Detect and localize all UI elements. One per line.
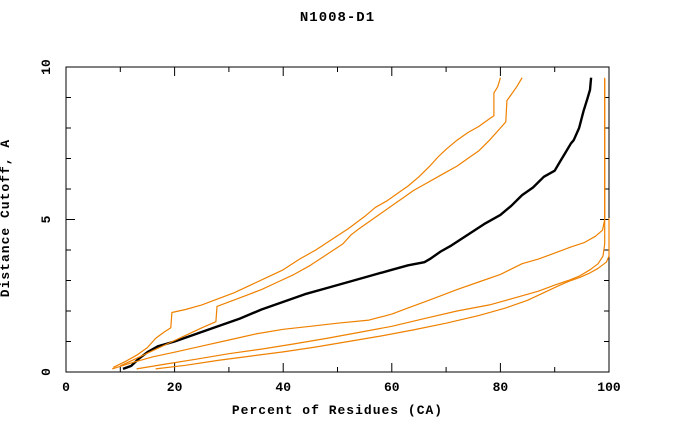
chart-title: N1008-D1 [299, 10, 376, 26]
y-tick-label: 10 [39, 59, 54, 75]
curve-highlighted-model-black [122, 77, 593, 371]
curve-model-orange-low-2 [155, 218, 610, 370]
x-axis-label: Percent of Residues (CA) [231, 403, 444, 418]
y-axis-label: Distance Cutoff, A [0, 139, 13, 298]
curve-model-orange-steep-2 [120, 77, 523, 367]
x-tick-label: 60 [384, 380, 400, 395]
x-tick-label: 0 [62, 380, 70, 395]
curve-model-orange-middle [112, 77, 606, 370]
x-tick-label: 80 [493, 380, 509, 395]
x-tick-label: 20 [167, 380, 183, 395]
x-tick-label: 40 [275, 380, 291, 395]
y-tick-label: 5 [39, 215, 54, 223]
y-tick-label: 0 [39, 368, 54, 376]
axis-border [65, 66, 610, 373]
x-tick-label: 100 [597, 380, 621, 395]
curve-model-orange-low-1 [136, 79, 606, 370]
curve-model-orange-steep-1 [112, 77, 501, 368]
